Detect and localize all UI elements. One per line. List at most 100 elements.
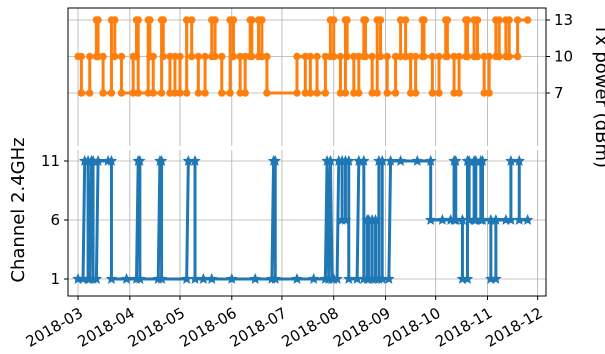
tx-power-point [455,89,463,97]
channel-point [226,273,238,284]
tx-power-point [343,52,351,61]
tx-power-point [99,89,107,97]
channel-point [424,155,437,166]
tx-power-point [313,89,321,97]
left-y-tick-label: 1 [50,270,60,288]
tx-power-point [132,52,141,61]
channel-point [513,155,525,166]
tx-power-point [473,16,482,24]
tx-power-point [107,89,116,97]
tx-power-point [176,89,184,97]
tx-power-series-line [78,18,528,95]
tx-power-point [513,52,522,61]
right-y-tick-label: 7 [554,84,564,102]
tx-power-point [355,89,363,97]
channel-point [331,273,343,284]
channel-point [269,155,281,166]
tx-power-point [420,16,428,24]
tx-power-point [428,52,437,61]
tx-power-point [341,89,350,97]
tx-power-point [361,16,370,24]
tx-power-point [306,89,315,97]
tx-power-point [383,52,391,61]
channel-point [411,155,423,166]
tx-power-point [111,52,119,61]
tx-power-point [159,16,167,24]
tx-power-point [505,16,513,24]
channel-point [134,273,146,284]
tx-power-point [176,52,184,61]
tx-power-point [99,52,107,61]
tx-power-point [321,89,330,97]
channel-point [369,214,382,225]
tx-power-point [149,89,157,97]
channel-point [424,214,437,225]
tx-power-point [159,52,167,61]
tx-power-point [117,52,126,61]
tx-power-point [485,52,493,61]
channel-point [120,273,133,284]
channel-point [105,273,118,284]
tx-power-point [420,52,428,61]
channel-point [291,273,303,284]
tx-power-point [134,89,142,97]
tx-power-point [411,52,420,61]
channel-point [155,155,168,166]
tx-power-point [495,52,503,61]
channel-point [105,155,118,166]
tx-power-point [187,52,196,61]
channel-point [476,155,489,166]
tx-power-point [248,52,256,61]
tx-power-point [218,52,226,61]
tx-power-point [149,52,157,61]
right-y-tick-label: 13 [554,11,573,29]
tx-power-point [263,89,271,97]
channel-point [92,155,104,166]
tx-power-point [229,16,238,24]
channel-point [383,273,395,284]
tx-power-point [376,16,385,24]
tx-power-point [86,52,94,61]
tx-power-point [485,89,493,97]
tx-power-point [134,16,142,24]
tx-power-point [117,89,126,97]
tx-power-point [263,52,271,61]
tx-power-point [111,16,119,24]
tx-power-point [146,16,154,24]
channel-point [90,273,103,284]
tx-power-point [495,16,503,24]
tx-power-point [94,16,102,24]
left-y-tick-label: 11 [41,152,60,170]
channel-point [521,214,534,225]
tx-power-point [241,89,249,97]
tx-power-point [455,52,463,61]
tx-power-point [513,16,522,24]
tx-power-point [401,16,410,24]
channel-point [394,155,407,166]
tx-power-point [505,52,513,61]
channel-point [450,155,462,166]
tx-power-point [182,89,191,97]
tx-power-point [373,89,381,97]
tx-power-point [248,16,256,24]
tx-power-point [229,52,238,61]
channel-point [358,155,370,166]
tx-power-point [435,52,443,61]
tx-power-point [443,16,452,24]
tx-power-point [86,89,94,97]
channel-point [343,155,355,166]
channel-point [269,273,281,284]
tx-power-point [293,89,301,97]
tx-power-point [306,52,315,61]
tx-power-point [187,16,196,24]
right-y-tick-label: 10 [554,48,573,66]
tx-power-point [226,89,234,97]
channel-point [490,273,502,284]
tx-power-point [77,89,86,97]
series-layer [72,16,534,284]
channel-point [339,214,352,225]
tx-power-point [343,16,351,24]
tx-power-point [218,89,226,97]
channel-point [490,214,502,225]
tx-power-point [330,52,338,61]
